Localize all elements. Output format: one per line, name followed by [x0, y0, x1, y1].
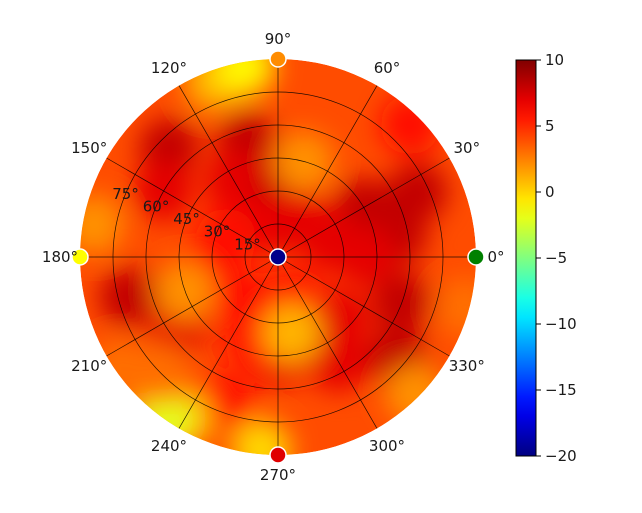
- colorbar: 10 5 0 −5 −10 −15 −20: [515, 51, 577, 465]
- radial-tick-label: 45°: [173, 210, 200, 228]
- radial-tick-label: 60°: [143, 197, 170, 215]
- radial-tick-labels: 15°30°45°60°75°: [112, 185, 261, 254]
- angular-tick-label: 60°: [374, 59, 401, 77]
- colorbar-tick-label: −10: [545, 315, 577, 333]
- angular-tick-label: 90°: [265, 30, 292, 48]
- radial-tick-label: 30°: [204, 223, 231, 241]
- heat-blob: [435, 277, 476, 338]
- angular-grid-line: [277, 85, 378, 258]
- angular-grid-line: [277, 256, 450, 357]
- heat-blob: [231, 419, 292, 455]
- angular-tick-label: 30°: [453, 139, 480, 157]
- heat-blob: [310, 289, 371, 350]
- angular-grid-line: [106, 157, 279, 258]
- angular-tick-labels: 0° 30° 60° 90° 120° 150° 180° 210° 240° 270° 300° 3…: [42, 30, 505, 484]
- angular-tick-label: 0°: [487, 248, 504, 266]
- boundary-marker: [71, 248, 89, 266]
- angular-grid-line: [277, 157, 450, 258]
- angular-tick-label: 210°: [71, 357, 107, 375]
- colorbar-tick-label: −5: [545, 249, 567, 267]
- angular-tick-label: 120°: [151, 59, 187, 77]
- heat-blob: [384, 363, 445, 424]
- colorbar-tick-label: 5: [545, 117, 555, 135]
- angular-tick-label: 240°: [151, 437, 187, 455]
- angular-tick-label: 270°: [260, 466, 296, 484]
- boundary-marker: [269, 248, 287, 266]
- angular-tick-label: 300°: [369, 437, 405, 455]
- heat-blob: [261, 302, 322, 363]
- angular-tick-label: 180°: [42, 248, 78, 266]
- boundary-marker: [269, 50, 287, 68]
- heat-blob: [99, 266, 160, 327]
- angular-tick-label: 330°: [449, 357, 485, 375]
- heat-blob: [380, 94, 441, 155]
- radial-tick-label: 75°: [112, 185, 139, 203]
- boundary-markers: [71, 50, 485, 464]
- angular-grid-line: [178, 256, 279, 429]
- colorbar-ticks: 10 5 0 −5 −10 −15 −20: [536, 51, 577, 465]
- heat-blob: [214, 59, 275, 97]
- angular-grid-line: [277, 256, 378, 429]
- polar-grid: [80, 59, 476, 455]
- colorbar-tick-label: −20: [545, 447, 577, 465]
- colorbar-tick-label: 0: [545, 183, 555, 201]
- radial-tick-label: 15°: [234, 235, 261, 253]
- angular-grid-line: [106, 256, 279, 357]
- heat-blob: [80, 194, 124, 255]
- angular-tick-label: 150°: [71, 139, 107, 157]
- heat-blob: [196, 208, 257, 269]
- boundary-marker: [269, 446, 287, 464]
- angular-grid-line: [178, 85, 279, 258]
- boundary-marker: [467, 248, 485, 266]
- colorbar-gradient: [515, 59, 537, 457]
- heat-blob: [216, 272, 277, 333]
- colorbar-tick-label: 10: [545, 51, 564, 69]
- colorbar-tick-label: −15: [545, 381, 577, 399]
